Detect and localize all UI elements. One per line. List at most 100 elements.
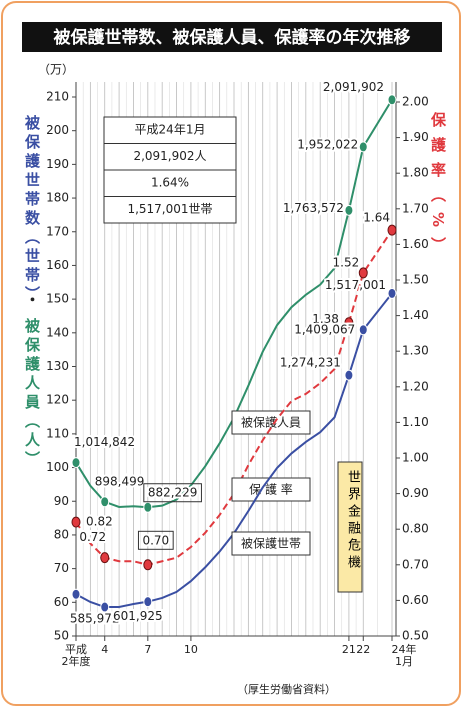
data-label: 2,091,902: [323, 80, 384, 94]
y-label: 被保護世帯数（世帯）: [23, 115, 41, 305]
marker: [100, 496, 110, 508]
data-label: 0.82: [86, 515, 113, 529]
data-label: 1.52: [333, 255, 360, 269]
source: （厚生労働省資料）: [237, 682, 336, 696]
y-tick-label: 70: [54, 561, 69, 575]
marker: [143, 596, 153, 608]
y2-tick-label: 1.40: [402, 308, 429, 322]
y-tick-label: 80: [54, 527, 69, 541]
info-text: 1,517,001世帯: [127, 202, 212, 216]
marker: [344, 317, 354, 329]
y2-tick-label: 0.70: [402, 557, 429, 571]
y-tick-label: 60: [54, 595, 69, 609]
marker: [358, 141, 368, 153]
data-label: 585,972: [70, 612, 120, 626]
y-tick-label: 170: [46, 224, 69, 238]
annotation: 世界金融危機: [345, 470, 360, 572]
y-label: 被保護人員（人）: [23, 318, 41, 470]
marker: [358, 324, 368, 336]
y2-tick-label: 1.60: [402, 237, 429, 251]
data-label: 1.38: [312, 312, 339, 326]
legend-label: 被保護人員: [241, 415, 301, 430]
data-label: 882,229: [148, 486, 198, 500]
x-tick-label: 22: [356, 643, 371, 656]
y2-tick-label: 0.80: [402, 522, 429, 536]
info-text: 1.64%: [151, 176, 189, 190]
y2-tick-label: 1.20: [402, 379, 429, 393]
y-tick-label: 200: [46, 123, 69, 137]
y2-tick-label: 1.10: [402, 415, 429, 429]
info-text: 平成24年1月: [135, 123, 206, 137]
data-label: 1,014,842: [74, 435, 135, 449]
label-box: [143, 483, 202, 503]
data-label: 1.64: [363, 211, 390, 225]
y2-tick-label: 1.70: [402, 201, 429, 215]
y-label: ・: [23, 292, 41, 311]
data-label: 601,925: [113, 609, 163, 623]
y2-tick-label: 0.50: [402, 629, 429, 643]
y2-tick-label: 0.90: [402, 486, 429, 500]
data-label: 1,952,022: [297, 137, 358, 151]
legend-label: 保 護 率: [249, 482, 293, 497]
x-tick-label: 7: [144, 643, 152, 656]
legend-box: [231, 477, 311, 502]
data-label: 1,409,067: [294, 322, 355, 336]
data-label: 1,274,231: [280, 356, 341, 370]
y-tick-label: 50: [54, 629, 69, 643]
marker: [71, 588, 81, 600]
legend-label: 被保護世帯: [241, 536, 301, 551]
marker: [143, 501, 153, 513]
data-label: 0.70: [142, 533, 169, 547]
y-tick-label: 90: [54, 494, 69, 508]
y2-tick-label: 1.80: [402, 166, 429, 180]
chart-title: 被保護世帯数、被保護人員、保護率の年次推移: [54, 27, 411, 48]
marker: [344, 369, 354, 381]
series-line: [75, 292, 393, 609]
y2-tick-label: 2.00: [402, 95, 429, 109]
info-text: 2,091,902人: [133, 149, 206, 163]
legend-box: [231, 410, 311, 435]
marker: [100, 552, 110, 564]
data-label: 1,517,001: [325, 278, 386, 292]
label-box: [137, 530, 174, 550]
y-tick-label: 100: [46, 460, 69, 474]
marker: [358, 267, 368, 279]
marker: [387, 94, 397, 106]
annotation-box: [337, 461, 363, 593]
y-tick-label: 180: [46, 191, 69, 205]
marker: [344, 204, 354, 216]
data-label: 0.72: [79, 530, 106, 544]
legend-box: [231, 531, 311, 556]
title-bar: [22, 22, 442, 52]
x-tick-label: 平成 2年度: [61, 643, 91, 668]
x-tick-label: 4: [101, 643, 109, 656]
marker: [100, 601, 110, 613]
y-tick-label: 130: [46, 359, 69, 373]
y-tick-label: 150: [46, 292, 69, 306]
series-line: [75, 229, 393, 566]
y-tick-label: 210: [46, 90, 69, 104]
marker: [143, 559, 153, 571]
y-unit: （万）: [38, 63, 74, 77]
y-tick-label: 120: [46, 393, 69, 407]
y-tick-label: 110: [46, 426, 69, 440]
x-tick-label: 21: [341, 643, 356, 656]
marker: [387, 287, 397, 299]
y-tick-label: 190: [46, 157, 69, 171]
y2-label: 保護率（%）: [429, 112, 447, 263]
y2-tick-label: 1.30: [402, 344, 429, 358]
y2-tick-label: 1.90: [402, 130, 429, 144]
y2-tick-label: 1.50: [402, 273, 429, 287]
y2-tick-label: 1.00: [402, 451, 429, 465]
y2-tick-label: 0.60: [402, 593, 429, 607]
y-tick-label: 160: [46, 258, 69, 272]
data-label: 1,763,572: [283, 201, 344, 215]
data-label: 898,499: [95, 474, 145, 488]
marker: [387, 224, 397, 236]
series-line: [75, 99, 393, 509]
x-tick-label: 10: [183, 643, 198, 656]
marker: [71, 516, 81, 528]
